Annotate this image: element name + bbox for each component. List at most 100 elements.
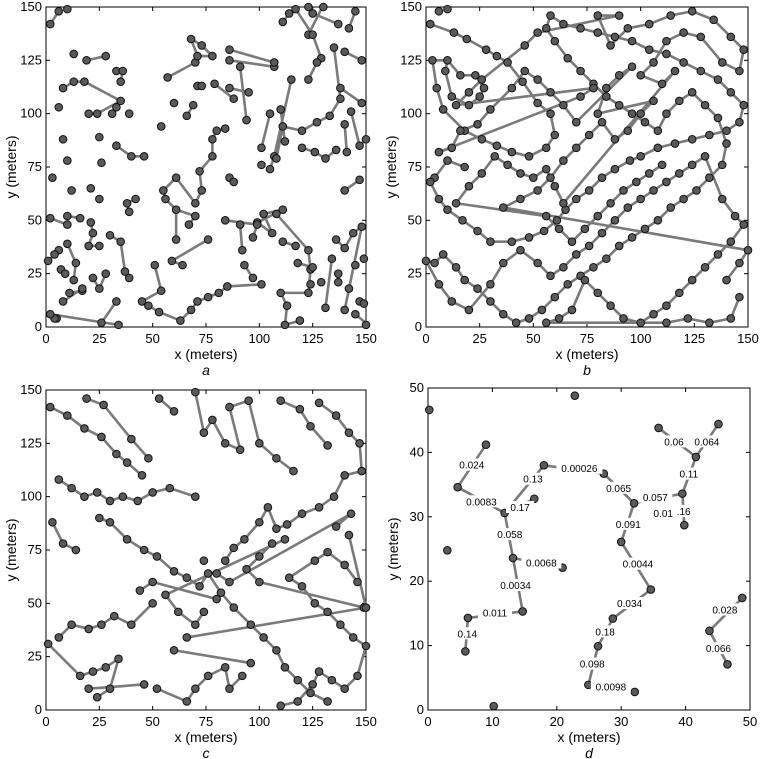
node — [197, 41, 207, 50]
node — [473, 226, 482, 236]
edge — [247, 399, 261, 445]
node — [451, 198, 461, 208]
node — [80, 77, 89, 86]
node — [489, 701, 498, 711]
node — [571, 143, 581, 153]
y-tick-label: 125 — [20, 435, 42, 450]
node — [726, 88, 736, 97]
nodes — [421, 4, 753, 328]
node — [58, 134, 68, 144]
node — [640, 224, 650, 234]
node — [152, 552, 162, 561]
node — [333, 19, 343, 29]
node — [122, 198, 132, 208]
node — [730, 211, 740, 221]
node — [63, 220, 72, 229]
node — [54, 102, 64, 112]
node — [606, 198, 615, 208]
node — [105, 517, 115, 527]
node — [675, 288, 684, 298]
node — [563, 280, 572, 289]
node — [726, 314, 736, 323]
node — [86, 184, 96, 193]
node — [284, 573, 294, 583]
node — [597, 228, 607, 238]
y-tick-label: 75 — [28, 159, 42, 174]
node — [486, 280, 495, 289]
node — [99, 400, 108, 410]
node — [148, 599, 157, 608]
node — [229, 94, 239, 104]
panel-label: a — [202, 362, 210, 378]
node — [308, 262, 317, 272]
node — [443, 156, 452, 165]
edge — [347, 533, 368, 609]
node — [576, 66, 585, 76]
x-tick-label: 40 — [678, 714, 692, 729]
node — [576, 92, 585, 101]
edge — [324, 257, 334, 310]
node — [344, 428, 354, 437]
node — [293, 258, 303, 268]
node — [348, 633, 358, 642]
node — [687, 6, 697, 16]
node — [675, 96, 684, 106]
node — [743, 245, 753, 255]
node — [310, 556, 320, 565]
node — [653, 143, 663, 153]
node — [297, 143, 307, 153]
node — [82, 56, 91, 65]
x-tick-label: 50 — [145, 714, 159, 729]
node — [355, 141, 364, 150]
node — [331, 522, 341, 531]
node — [571, 250, 581, 259]
node — [191, 684, 200, 693]
node — [346, 107, 356, 116]
node — [336, 620, 345, 629]
node — [193, 297, 202, 306]
node — [340, 560, 349, 570]
node — [327, 254, 337, 264]
node — [284, 9, 294, 18]
edge-label-bg — [612, 597, 647, 610]
node — [225, 56, 234, 65]
node — [124, 109, 134, 118]
node — [171, 235, 181, 244]
x-tick-label: 0 — [422, 331, 429, 346]
node — [593, 641, 603, 651]
node — [570, 391, 580, 401]
node — [306, 280, 315, 289]
panel-label: c — [203, 745, 210, 759]
node — [105, 496, 115, 506]
edge — [228, 48, 276, 64]
node — [84, 241, 93, 251]
node — [225, 45, 234, 54]
edge-label-bg — [453, 627, 482, 640]
node — [176, 316, 185, 325]
node — [571, 194, 581, 204]
node — [127, 434, 136, 444]
y-tick-label: 25 — [28, 266, 42, 281]
node — [95, 194, 104, 204]
node — [54, 633, 64, 642]
node — [280, 320, 290, 330]
edge — [100, 300, 118, 325]
node — [546, 271, 555, 281]
node — [203, 292, 213, 302]
node — [340, 243, 349, 253]
node — [447, 92, 457, 101]
node — [357, 222, 367, 232]
node — [169, 98, 179, 108]
node — [80, 492, 89, 501]
node — [329, 492, 339, 501]
node — [242, 564, 251, 574]
node — [563, 53, 572, 63]
node — [331, 411, 341, 420]
node — [161, 194, 170, 204]
node — [511, 318, 521, 328]
edge-weight-label: 0.091 — [616, 520, 641, 531]
node — [182, 111, 192, 121]
node — [481, 45, 491, 54]
node — [475, 92, 484, 101]
node — [240, 260, 249, 270]
